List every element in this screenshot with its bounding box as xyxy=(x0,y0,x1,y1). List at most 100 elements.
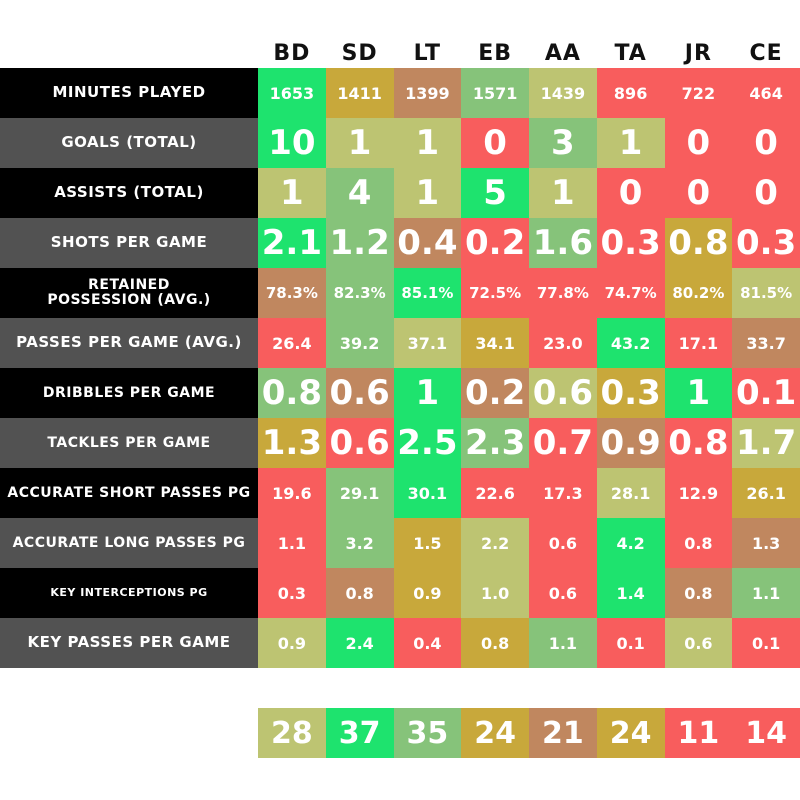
cell-bd: 10 xyxy=(258,118,326,168)
cell-aa: 77.8% xyxy=(529,268,597,318)
cell-sd: 29.1 xyxy=(325,468,394,518)
cell-jr: 17.1 xyxy=(664,318,733,368)
total-cell-bd: 28 xyxy=(258,708,326,758)
cell-bd: 1.3 xyxy=(258,418,326,468)
cell-ta: 4.2 xyxy=(596,518,665,568)
cell-sd: 1411 xyxy=(325,68,394,118)
cell-bd: 0.8 xyxy=(258,368,326,418)
cell-ta: 0.9 xyxy=(596,418,665,468)
cell-aa: 23.0 xyxy=(529,318,597,368)
row-label: Dribbles Per Game xyxy=(0,368,258,418)
table-row: Key Passes Per Game 0.9 2.4 0.4 0.8 1.1 0.1 0.6… xyxy=(0,618,800,668)
row-label: Goals (Total) xyxy=(0,118,258,168)
row-label-text: Minutes Played xyxy=(52,83,206,102)
row-label: Passes Per Game (Avg.) xyxy=(0,318,258,368)
row-label-text: Accurate Short Passes PG xyxy=(7,484,251,501)
cell-bd: 78.3% xyxy=(258,268,326,318)
cell-jr: 1 xyxy=(664,368,733,418)
cell-sd: 2.4 xyxy=(325,618,394,668)
row-label: Accurate Long Passes PG xyxy=(0,518,258,568)
cell-jr: 0.8 xyxy=(664,518,733,568)
cell-ce: 33.7 xyxy=(732,318,800,368)
cell-aa: 1 xyxy=(529,168,597,218)
cell-sd: 1.2 xyxy=(325,218,394,268)
cell-sd: 1 xyxy=(325,118,394,168)
column-header-eb: EB xyxy=(478,41,513,66)
cell-aa: 1.6 xyxy=(529,218,597,268)
row-label: Assists (Total) xyxy=(0,168,258,218)
column-header-ta: TA xyxy=(614,41,647,66)
cell-ta: 1 xyxy=(596,118,665,168)
cell-jr: 0 xyxy=(664,168,733,218)
table-row: Dribbles Per Game 0.8 0.6 1 0.2 0.6 0.3 1 0.1 xyxy=(0,368,800,418)
table-row: Passes Per Game (Avg.) 26.4 39.2 37.1 34.1 23… xyxy=(0,318,800,368)
cell-ta: 0.3 xyxy=(596,218,665,268)
cell-aa: 17.3 xyxy=(529,468,597,518)
cell-aa: 0.7 xyxy=(529,418,597,468)
cell-ce: 464 xyxy=(732,68,800,118)
column-header-ce: CE xyxy=(749,41,783,66)
cell-lt: 0.4 xyxy=(393,618,462,668)
row-label: Minutes Played xyxy=(0,68,258,118)
cell-jr: 12.9 xyxy=(664,468,733,518)
row-label: Tackles Per Game xyxy=(0,418,258,468)
cell-ce: 1.3 xyxy=(732,518,800,568)
row-label-text: Possession (Avg.) xyxy=(47,292,211,308)
column-header-row: BD SD LT EB AA TA JR CE xyxy=(258,40,800,68)
cell-aa: 3 xyxy=(529,118,597,168)
table-row: Assists (Total) 1 4 1 5 1 0 0 0 xyxy=(0,168,800,218)
cell-jr: 0.8 xyxy=(664,568,733,618)
row-label-text: Key Interceptions PG xyxy=(50,586,208,600)
cell-eb: 0.2 xyxy=(461,218,529,268)
cell-jr: 0.8 xyxy=(664,418,733,468)
total-cell-jr: 11 xyxy=(664,708,733,758)
table-row: Retained Possession (Avg.) 78.3% 82.3% 85.1%… xyxy=(0,268,800,318)
total-cell-ta: 24 xyxy=(596,708,665,758)
cell-jr: 0.6 xyxy=(664,618,733,668)
cell-ce: 1.7 xyxy=(732,418,800,468)
cell-sd: 0.6 xyxy=(325,418,394,468)
cell-eb: 1.0 xyxy=(461,568,529,618)
row-label: Accurate Short Passes PG xyxy=(0,468,258,518)
row-label-text: Tackles Per Game xyxy=(47,434,211,451)
cell-ta: 0.3 xyxy=(596,368,665,418)
cell-eb: 72.5% xyxy=(461,268,529,318)
column-header-lt: LT xyxy=(413,41,442,66)
cell-ta: 0.1 xyxy=(596,618,665,668)
cell-aa: 0.6 xyxy=(529,518,597,568)
cell-jr: 0.8 xyxy=(664,218,733,268)
cell-ce: 26.1 xyxy=(732,468,800,518)
table-row: Tackles Per Game 1.3 0.6 2.5 2.3 0.7 0.9 0.8 1.7 xyxy=(0,418,800,468)
cell-ta: 28.1 xyxy=(596,468,665,518)
cell-ta: 1.4 xyxy=(596,568,665,618)
cell-lt: 1 xyxy=(393,118,462,168)
table-row: Accurate Short Passes PG 19.6 29.1 30.1 22.6… xyxy=(0,468,800,518)
cell-lt: 30.1 xyxy=(393,468,462,518)
cell-sd: 82.3% xyxy=(325,268,394,318)
column-header-sd: SD xyxy=(341,41,378,66)
table-row: Minutes Played 1653 1411 1399 1571 1439 896 722… xyxy=(0,68,800,118)
cell-ce: 0 xyxy=(732,118,800,168)
cell-lt: 1.5 xyxy=(393,518,462,568)
cell-lt: 0.9 xyxy=(393,568,462,618)
cell-eb: 22.6 xyxy=(461,468,529,518)
table-row: Accurate Long Passes PG 1.1 3.2 1.5 2.2 0.6 4.… xyxy=(0,518,800,568)
cell-ta: 896 xyxy=(596,68,665,118)
cell-sd: 39.2 xyxy=(325,318,394,368)
cell-eb: 1571 xyxy=(461,68,529,118)
row-label: Shots Per Game xyxy=(0,218,258,268)
cell-ce: 0.3 xyxy=(732,218,800,268)
cell-ce: 0 xyxy=(732,168,800,218)
cell-ce: 0.1 xyxy=(732,618,800,668)
cell-sd: 4 xyxy=(325,168,394,218)
table-row: Goals (Total) 10 1 1 0 3 1 0 0 xyxy=(0,118,800,168)
row-label-text: Accurate Long Passes PG xyxy=(12,534,246,551)
cell-ta: 74.7% xyxy=(596,268,665,318)
column-header-aa: AA xyxy=(544,41,581,66)
cell-bd: 1653 xyxy=(258,68,326,118)
row-label-text: Shots Per Game xyxy=(50,233,208,252)
cell-ce: 81.5% xyxy=(732,268,800,318)
cell-aa: 1439 xyxy=(529,68,597,118)
cell-aa: 0.6 xyxy=(529,568,597,618)
cell-lt: 1 xyxy=(393,168,462,218)
